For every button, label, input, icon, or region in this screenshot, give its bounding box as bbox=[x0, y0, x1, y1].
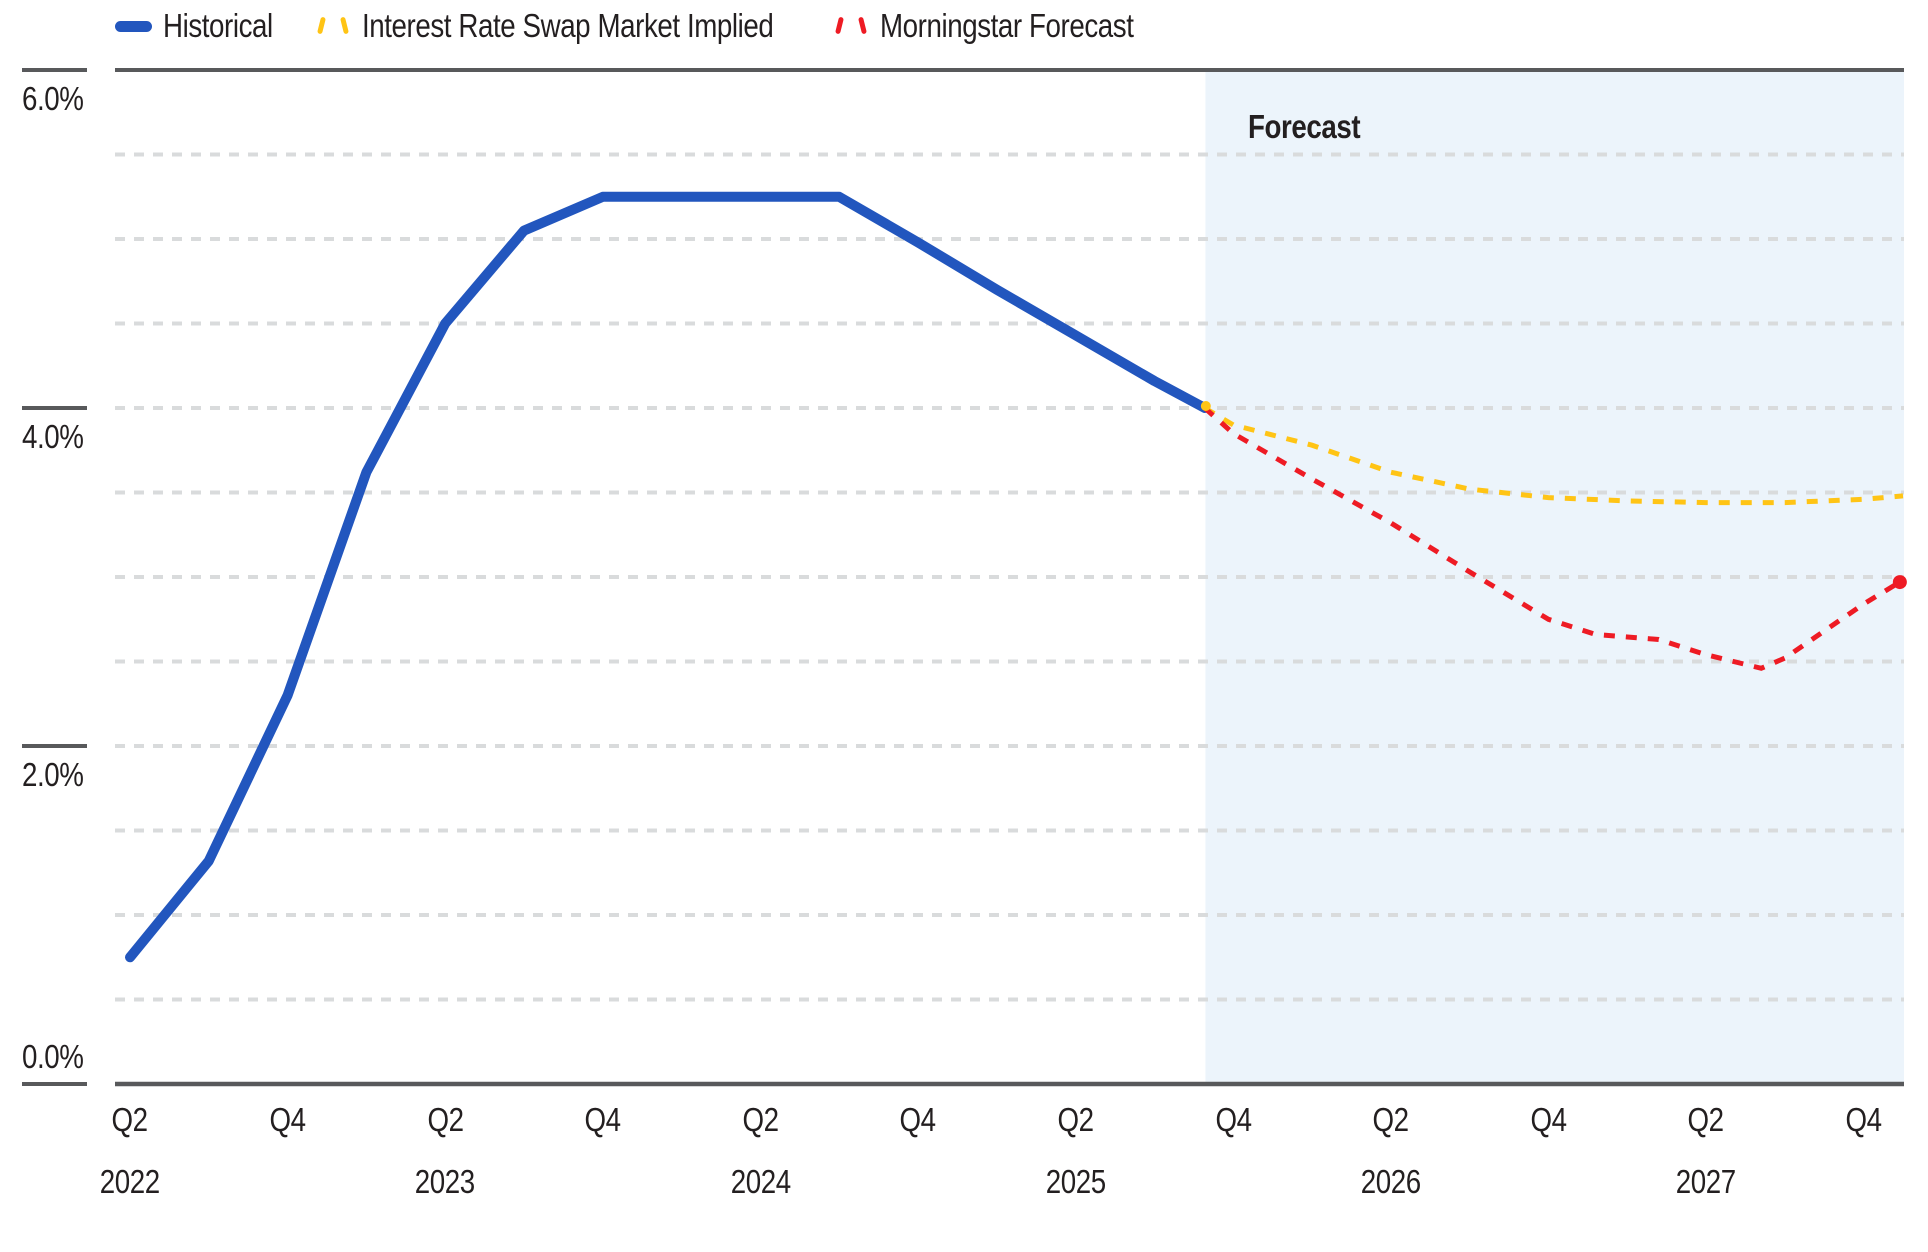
x-axis-quarter-label: Q2 bbox=[742, 1101, 779, 1138]
x-axis-quarter-label: Q4 bbox=[1845, 1101, 1883, 1138]
x-axis-quarter-label: Q2 bbox=[111, 1101, 149, 1138]
x-axis-year-label: 2025 bbox=[1045, 1163, 1106, 1200]
x-axis-quarter-label: Q4 bbox=[899, 1101, 937, 1138]
series-swap-implied bbox=[1203, 405, 1904, 506]
x-axis-year-label: 2026 bbox=[1360, 1163, 1421, 1200]
legend-item-swap-implied: Interest Rate Swap Market Implied bbox=[313, 6, 852, 46]
x-axis-year-label: 2027 bbox=[1675, 1163, 1736, 1200]
x-axis-year-label: 2022 bbox=[99, 1163, 160, 1200]
legend-label-swap-implied: Interest Rate Swap Market Implied bbox=[362, 7, 774, 44]
historical-line-swatch-icon bbox=[115, 20, 152, 32]
y-axis-label: 6.0% bbox=[22, 80, 84, 117]
y-axis-label: 0.0% bbox=[22, 1038, 84, 1075]
x-axis-quarter-label: Q4 bbox=[269, 1101, 307, 1138]
x-axis-quarter-label: Q4 bbox=[1215, 1101, 1252, 1138]
forecast-region-label: Forecast bbox=[1248, 108, 1361, 145]
x-axis-year-label: 2023 bbox=[415, 1163, 476, 1200]
x-axis-quarter-label: Q2 bbox=[1687, 1101, 1725, 1138]
forecast-start-dot bbox=[1200, 401, 1211, 411]
legend-label-morningstar: Morningstar Forecast bbox=[880, 7, 1134, 44]
x-axis-quarter-label: Q2 bbox=[1057, 1101, 1095, 1138]
morningstar-dashed-swatch-icon bbox=[831, 13, 871, 39]
x-axis-quarter-label: Q4 bbox=[584, 1101, 622, 1138]
legend-label-historical: Historical bbox=[163, 7, 273, 44]
forecast-shaded-region bbox=[1205, 72, 1904, 1082]
x-axis-quarter-label: Q4 bbox=[1530, 1101, 1567, 1138]
swap-implied-dashed-swatch-icon bbox=[313, 13, 353, 39]
y-axis-label: 4.0% bbox=[22, 418, 84, 455]
x-axis-quarter-label: Q2 bbox=[427, 1101, 464, 1138]
x-axis-quarter-label: Q2 bbox=[1372, 1101, 1410, 1138]
morningstar-end-dot bbox=[1892, 575, 1907, 590]
y-axis-label: 2.0% bbox=[22, 756, 84, 793]
series-historical bbox=[125, 191, 1210, 963]
x-axis-year-label: 2024 bbox=[730, 1163, 791, 1200]
legend-item-morningstar: Morningstar Forecast bbox=[831, 6, 1182, 46]
legend-item-historical: Historical bbox=[115, 6, 294, 46]
